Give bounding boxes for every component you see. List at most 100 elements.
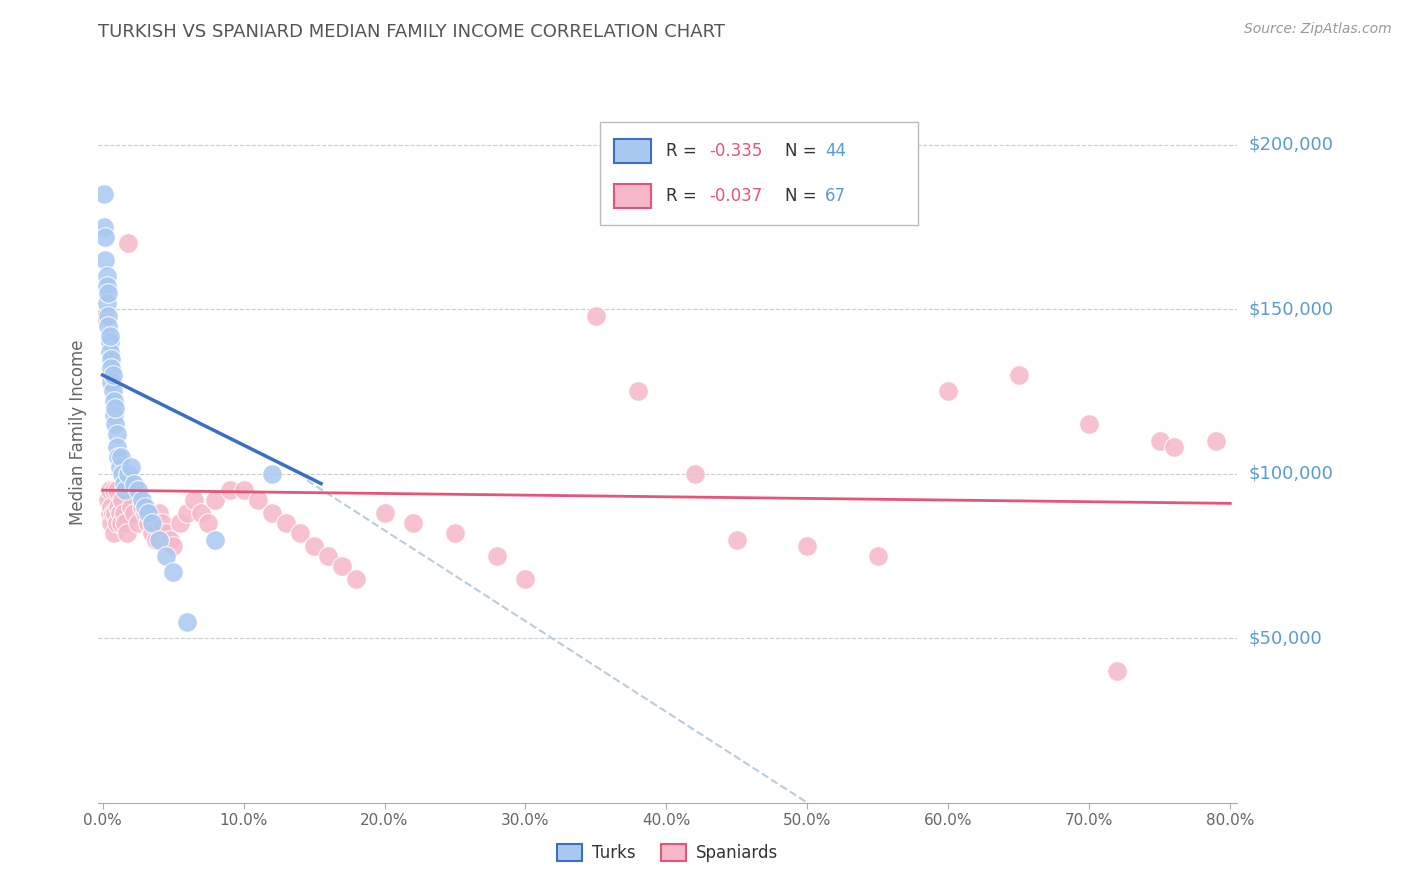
Point xyxy=(94,309,117,323)
Point xyxy=(796,539,818,553)
Point xyxy=(111,467,134,481)
Point xyxy=(183,493,205,508)
Point xyxy=(122,476,145,491)
Point xyxy=(515,572,537,586)
Point xyxy=(136,516,159,530)
Point xyxy=(111,493,134,508)
Point xyxy=(162,566,184,580)
Point xyxy=(1205,434,1227,448)
Point xyxy=(100,361,122,376)
Text: 67: 67 xyxy=(825,186,846,204)
Point xyxy=(97,309,120,323)
Point xyxy=(131,493,153,508)
Point xyxy=(141,526,163,541)
Point xyxy=(316,549,339,563)
Point xyxy=(344,572,367,586)
Point xyxy=(159,533,181,547)
Text: $150,000: $150,000 xyxy=(1249,301,1333,318)
Point xyxy=(98,506,121,520)
Point xyxy=(101,506,124,520)
Point xyxy=(114,516,136,530)
Point xyxy=(197,516,219,530)
Text: R =: R = xyxy=(665,143,702,161)
Text: $100,000: $100,000 xyxy=(1249,465,1333,483)
Point xyxy=(105,427,128,442)
Point xyxy=(112,506,135,520)
Point xyxy=(107,450,129,465)
Text: -0.037: -0.037 xyxy=(709,186,762,204)
Point xyxy=(725,533,748,547)
Point xyxy=(105,516,128,530)
Point xyxy=(585,309,607,323)
Point xyxy=(374,506,396,520)
Text: -0.335: -0.335 xyxy=(709,143,762,161)
Text: Source: ZipAtlas.com: Source: ZipAtlas.com xyxy=(1244,22,1392,37)
Point xyxy=(155,526,177,541)
Point xyxy=(155,549,177,563)
Text: TURKISH VS SPANIARD MEDIAN FAMILY INCOME CORRELATION CHART: TURKISH VS SPANIARD MEDIAN FAMILY INCOME… xyxy=(98,23,725,41)
Point xyxy=(103,394,125,409)
Point xyxy=(127,516,149,530)
Point xyxy=(141,516,163,530)
Point xyxy=(96,279,118,293)
Point xyxy=(1008,368,1031,382)
Point xyxy=(274,516,297,530)
Point xyxy=(117,467,139,481)
Point xyxy=(148,506,170,520)
Point xyxy=(101,384,124,399)
Point xyxy=(1107,664,1129,678)
Point xyxy=(104,417,127,432)
Point xyxy=(93,219,115,234)
Point xyxy=(107,500,129,514)
Text: $200,000: $200,000 xyxy=(1249,136,1333,153)
Point xyxy=(627,384,650,399)
Point xyxy=(96,295,118,310)
Text: $50,000: $50,000 xyxy=(1249,629,1322,648)
Point xyxy=(103,526,125,541)
Point xyxy=(108,460,131,475)
Point xyxy=(105,441,128,455)
Point xyxy=(101,368,124,382)
Point xyxy=(169,516,191,530)
Point xyxy=(148,533,170,547)
FancyBboxPatch shape xyxy=(614,184,651,208)
Point xyxy=(104,401,127,415)
Point xyxy=(103,483,125,498)
Point xyxy=(1149,434,1171,448)
Point xyxy=(204,493,226,508)
Point xyxy=(98,483,121,498)
Point xyxy=(204,533,226,547)
Text: 44: 44 xyxy=(825,143,846,161)
Point xyxy=(150,516,173,530)
Text: N =: N = xyxy=(785,143,823,161)
FancyBboxPatch shape xyxy=(599,121,918,226)
Point xyxy=(936,384,959,399)
Point xyxy=(100,375,122,389)
Point xyxy=(97,318,120,333)
Point xyxy=(117,236,139,251)
Point xyxy=(444,526,467,541)
Point xyxy=(127,483,149,498)
Point xyxy=(190,506,212,520)
Point xyxy=(1078,417,1101,432)
Text: R =: R = xyxy=(665,186,702,204)
Point xyxy=(136,506,159,520)
Point xyxy=(110,450,132,465)
Point xyxy=(218,483,240,498)
Point xyxy=(108,506,131,520)
Point xyxy=(104,506,127,520)
Point xyxy=(260,506,283,520)
Point xyxy=(98,335,121,350)
Point xyxy=(402,516,425,530)
Point xyxy=(93,187,115,202)
Point xyxy=(97,285,120,300)
Point xyxy=(120,460,142,475)
Y-axis label: Median Family Income: Median Family Income xyxy=(69,340,87,525)
Point xyxy=(110,516,132,530)
Point xyxy=(100,516,122,530)
Point xyxy=(94,252,117,267)
Point xyxy=(866,549,889,563)
Point xyxy=(162,539,184,553)
Point xyxy=(131,500,153,514)
Point xyxy=(232,483,254,498)
